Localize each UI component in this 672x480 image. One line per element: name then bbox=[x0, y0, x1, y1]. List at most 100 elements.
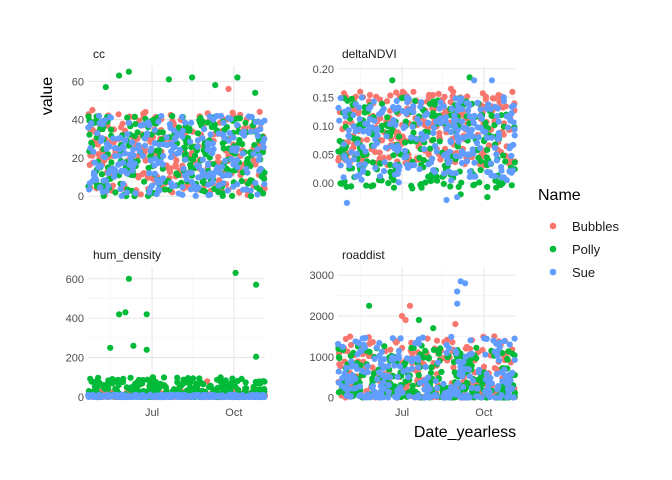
point-sue bbox=[474, 99, 481, 106]
point-sue bbox=[419, 136, 426, 143]
point-sue bbox=[228, 156, 235, 163]
panel-roaddist-plot: 0 1000 2000 3000 Jul Oct bbox=[310, 267, 518, 419]
point-polly bbox=[369, 159, 376, 166]
legend-title: Name bbox=[538, 187, 581, 204]
point-sue bbox=[409, 123, 416, 130]
point-sue bbox=[226, 130, 233, 137]
point-polly bbox=[132, 121, 139, 128]
point-sue bbox=[343, 199, 350, 206]
point-sue bbox=[447, 139, 454, 146]
point-sue bbox=[386, 373, 393, 380]
point-polly bbox=[130, 342, 137, 349]
point-polly bbox=[436, 138, 443, 145]
point-polly bbox=[254, 380, 261, 387]
panel-cc-plot: 0 20 40 60 bbox=[72, 66, 268, 203]
y-tick-label: 1000 bbox=[310, 352, 334, 364]
point-sue bbox=[458, 159, 466, 167]
y-tick-label: 200 bbox=[66, 353, 84, 365]
point-sue bbox=[111, 173, 118, 180]
point-bubbles bbox=[336, 361, 343, 368]
point-sue bbox=[107, 393, 114, 400]
point-polly bbox=[437, 345, 444, 352]
point-sue bbox=[467, 337, 474, 344]
facet-title-hum-density: hum_density bbox=[93, 248, 161, 262]
point-sue bbox=[395, 104, 402, 111]
point-sue bbox=[358, 176, 365, 183]
x-tick-label: Oct bbox=[475, 407, 492, 419]
point-polly bbox=[440, 180, 447, 187]
point-sue bbox=[336, 117, 343, 124]
point-sue bbox=[204, 173, 211, 180]
point-sue bbox=[115, 135, 122, 142]
point-sue bbox=[368, 384, 375, 391]
legend-label-polly: Polly bbox=[572, 242, 601, 257]
point-sue bbox=[400, 368, 407, 375]
point-sue bbox=[120, 180, 127, 187]
point-polly bbox=[174, 172, 182, 179]
point-polly bbox=[109, 380, 116, 387]
point-bubbles bbox=[256, 108, 263, 115]
point-sue bbox=[461, 151, 468, 158]
point-sue bbox=[116, 160, 123, 167]
point-polly bbox=[430, 325, 437, 332]
point-sue bbox=[442, 114, 450, 121]
point-sue bbox=[211, 170, 218, 177]
point-sue bbox=[356, 115, 363, 123]
point-sue bbox=[149, 393, 156, 401]
point-sue bbox=[499, 378, 506, 385]
y-tick-label: 0 bbox=[328, 393, 334, 405]
point-sue bbox=[221, 393, 228, 400]
point-polly bbox=[162, 384, 169, 391]
point-bubbles bbox=[437, 156, 444, 163]
point-sue bbox=[505, 382, 512, 389]
point-sue bbox=[206, 113, 213, 120]
point-polly bbox=[408, 387, 415, 394]
point-sue bbox=[175, 391, 182, 398]
point-polly bbox=[144, 376, 151, 383]
point-sue bbox=[110, 135, 117, 142]
point-sue bbox=[462, 353, 469, 360]
point-sue bbox=[128, 139, 136, 146]
point-polly bbox=[484, 183, 491, 191]
point-sue bbox=[487, 106, 494, 113]
point-sue bbox=[364, 363, 371, 370]
point-sue bbox=[98, 135, 105, 142]
point-sue bbox=[509, 394, 516, 401]
point-polly bbox=[363, 182, 370, 189]
point-sue bbox=[478, 394, 485, 401]
point-polly bbox=[473, 344, 480, 351]
point-sue bbox=[247, 187, 254, 194]
point-polly bbox=[108, 159, 115, 166]
point-polly bbox=[160, 374, 168, 381]
point-sue bbox=[370, 143, 378, 150]
point-polly bbox=[204, 119, 211, 126]
point-polly bbox=[376, 160, 383, 167]
point-sue bbox=[496, 344, 503, 351]
point-sue bbox=[94, 130, 101, 137]
point-polly bbox=[411, 97, 419, 105]
point-bubbles bbox=[452, 321, 459, 328]
point-sue bbox=[421, 146, 428, 153]
point-sue bbox=[443, 341, 450, 349]
point-polly bbox=[390, 184, 398, 191]
point-polly bbox=[454, 143, 461, 150]
point-bubbles bbox=[436, 133, 443, 140]
point-polly bbox=[146, 383, 153, 390]
point-sue bbox=[178, 114, 186, 121]
point-sue bbox=[167, 124, 174, 132]
point-sue bbox=[205, 181, 212, 188]
point-polly bbox=[366, 302, 373, 309]
point-sue bbox=[458, 118, 465, 125]
point-sue bbox=[493, 157, 500, 164]
point-sue bbox=[188, 178, 195, 186]
y-tick-label: 0.05 bbox=[313, 149, 334, 161]
point-bubbles bbox=[433, 337, 441, 344]
point-sue bbox=[341, 385, 348, 392]
point-sue bbox=[484, 168, 491, 176]
point-bubbles bbox=[225, 85, 232, 93]
point-polly bbox=[430, 346, 437, 353]
point-polly bbox=[484, 194, 491, 201]
point-sue bbox=[463, 158, 471, 165]
point-polly bbox=[235, 140, 242, 147]
point-sue bbox=[506, 341, 513, 348]
